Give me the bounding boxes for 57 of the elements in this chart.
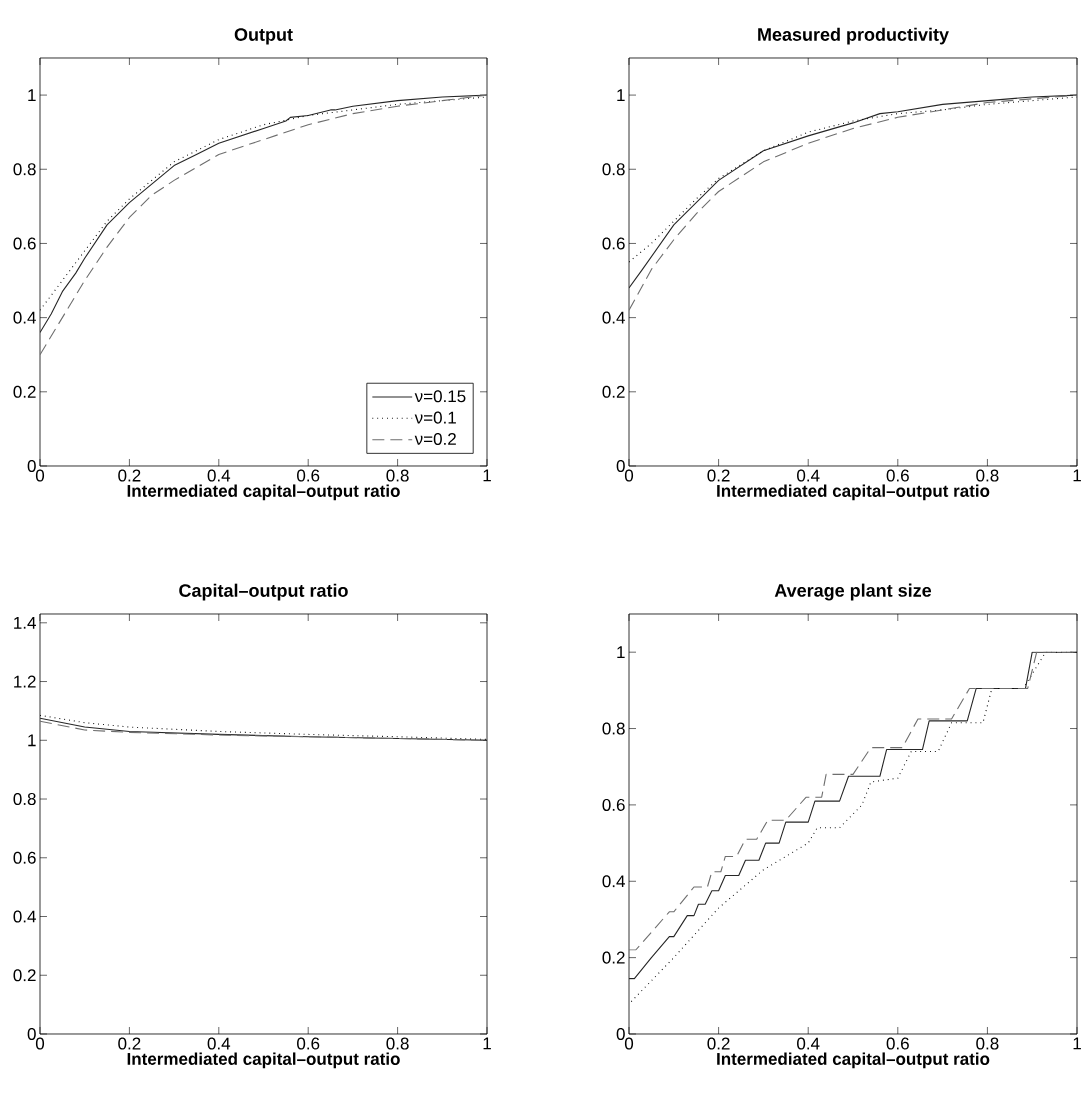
y-tick-label: 0.4	[13, 910, 36, 923]
x-axis-title: Intermediated capital–output ratio	[127, 484, 400, 501]
legend-label: ν=0.2	[414, 432, 456, 446]
y-tick-label: 0.4	[13, 311, 36, 324]
x-tick-label: 0.4	[797, 1037, 820, 1050]
chart-title: Measured productivity	[758, 27, 949, 45]
y-tick-label: 0.2	[602, 951, 625, 964]
y-tick-label: 0.4	[602, 311, 625, 324]
y-tick-label: 1.4	[14, 616, 36, 629]
y-tick-label: 1.2	[14, 675, 36, 688]
x-tick-label: 0.4	[797, 469, 820, 482]
y-tick-label: 0.6	[13, 851, 36, 864]
legend-label: ν=0.1	[414, 411, 456, 424]
chart-title: Capital–output ratio	[179, 583, 348, 601]
x-tick-label: 1	[483, 469, 491, 482]
x-tick-label: 0.2	[707, 1037, 730, 1050]
y-tick-label: 0	[27, 1027, 36, 1041]
y-tick-label: 1	[28, 734, 36, 747]
y-tick-label: 0	[616, 459, 625, 473]
x-tick-label: 0.4	[207, 469, 231, 482]
y-tick-label: 0.8	[602, 163, 625, 176]
x-tick-label: 0.2	[118, 469, 141, 482]
chart-title: Output	[234, 28, 293, 45]
y-tick-label: 0	[616, 1027, 625, 1041]
y-tick-label: 0.6	[602, 798, 625, 811]
y-tick-label: 0.8	[13, 793, 36, 806]
x-tick-label: 0.6	[886, 469, 909, 482]
y-tick-label: 0	[27, 459, 36, 473]
x-axis-title: Intermediated capital–output ratio	[717, 484, 990, 501]
x-tick-label: 0.6	[297, 469, 320, 482]
legend-label: ν=0.15	[414, 390, 466, 403]
y-tick-label: 0.6	[13, 237, 36, 250]
y-tick-label: 0.6	[602, 237, 625, 250]
y-tick-label: 0.2	[13, 969, 36, 982]
x-tick-label: 0.8	[976, 1037, 999, 1050]
x-tick-label: 0.2	[707, 469, 730, 482]
x-tick-label: 0.8	[386, 1037, 409, 1050]
y-tick-label: 0.2	[13, 385, 36, 398]
x-tick-label: 0.6	[886, 1037, 909, 1050]
chart-title: Average plant size	[774, 583, 932, 601]
y-tick-label: 0.2	[602, 385, 625, 398]
x-tick-label: 0.4	[207, 1037, 231, 1050]
x-tick-label: 0.6	[297, 1037, 320, 1050]
x-axis-title: Intermediated capital–output ratio	[127, 1052, 400, 1069]
y-tick-label: 1	[617, 89, 625, 101]
y-tick-label: 1	[28, 89, 36, 101]
y-tick-label: 1	[617, 646, 625, 659]
x-tick-label: 1	[483, 1037, 491, 1050]
x-tick-label: 1	[1073, 1037, 1081, 1050]
x-tick-label: 0.2	[118, 1037, 141, 1050]
x-tick-label: 0.8	[386, 469, 409, 482]
y-tick-label: 0.8	[602, 722, 625, 735]
x-tick-label: 1	[1073, 469, 1081, 482]
x-tick-label: 0.8	[976, 469, 999, 482]
y-tick-label: 0.4	[602, 875, 625, 888]
y-tick-label: 0.8	[13, 163, 36, 176]
x-axis-title: Intermediated capital–output ratio	[717, 1052, 990, 1069]
